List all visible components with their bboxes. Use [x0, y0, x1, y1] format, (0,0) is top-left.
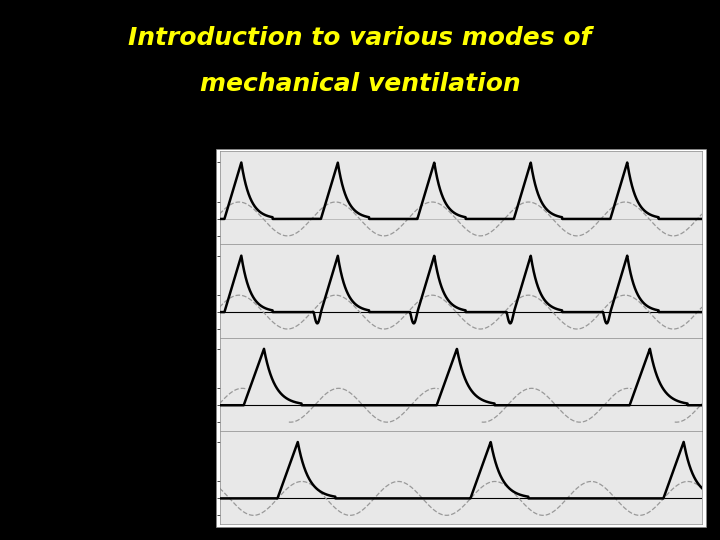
- Text: Control
Mode: Control Mode: [180, 188, 212, 207]
- Text: mechanical ventilation: mechanical ventilation: [199, 72, 521, 96]
- Text: Assist
Control
Mode: Assist Control Mode: [180, 276, 212, 306]
- Text: SIMV
Mode: SIMV Mode: [188, 468, 212, 487]
- Text: IMV
Mode: IMV Mode: [188, 374, 212, 394]
- Text: Introduction to various modes of: Introduction to various modes of: [128, 26, 592, 50]
